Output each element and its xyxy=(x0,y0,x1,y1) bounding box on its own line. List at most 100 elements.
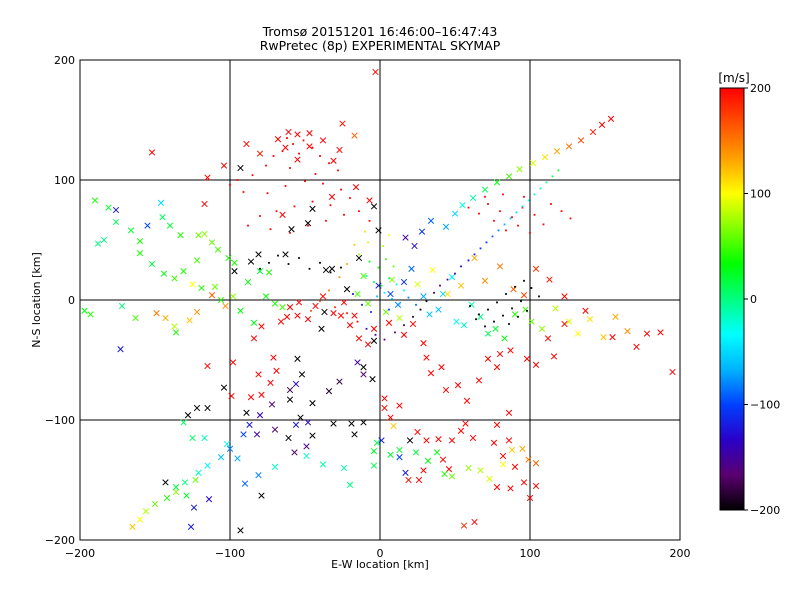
data-point-x xyxy=(390,422,397,430)
data-point-x xyxy=(339,120,346,127)
data-point-x xyxy=(304,220,312,227)
data-point-x xyxy=(529,160,537,167)
data-point-x xyxy=(532,361,540,368)
data-point-dot xyxy=(242,191,245,193)
data-point-x xyxy=(400,278,408,286)
x-tick-label: 0 xyxy=(377,547,384,560)
data-point-dot xyxy=(485,241,488,244)
data-point-dot xyxy=(467,206,470,209)
data-point-dot xyxy=(394,331,396,334)
data-point-x xyxy=(87,311,94,318)
data-point-dot xyxy=(340,188,342,191)
data-point-dot xyxy=(407,296,410,299)
data-point-x xyxy=(486,475,493,482)
data-point-x xyxy=(204,462,211,469)
y-tick-label: −200 xyxy=(45,534,75,547)
data-point-x xyxy=(118,302,126,310)
data-point-x xyxy=(382,308,390,316)
y-tick-label: 100 xyxy=(54,174,75,187)
data-point-dot xyxy=(403,289,405,292)
data-point-x xyxy=(231,268,238,275)
data-point-dot xyxy=(259,215,261,217)
data-point-dot xyxy=(374,333,377,336)
data-point-x xyxy=(396,314,403,322)
data-point-dot xyxy=(358,253,360,256)
data-point-x xyxy=(132,314,139,322)
data-point-dot xyxy=(236,179,239,181)
data-point-x xyxy=(220,384,228,391)
data-point-dot xyxy=(382,245,384,247)
data-point-x xyxy=(396,446,403,454)
data-point-x xyxy=(214,246,222,253)
data-point-dot xyxy=(377,266,380,269)
data-point-dot xyxy=(376,295,378,298)
data-point-x xyxy=(351,312,358,319)
data-point-x xyxy=(172,329,180,336)
data-point-x xyxy=(435,436,442,443)
data-point-x xyxy=(420,293,427,300)
data-point-x xyxy=(387,451,394,458)
data-point-x xyxy=(526,494,534,502)
data-point-dot xyxy=(502,314,504,317)
colorbar-tick-label: 0 xyxy=(750,293,757,306)
data-point-x xyxy=(81,307,88,314)
data-point-x xyxy=(546,276,553,283)
data-point-x xyxy=(112,218,120,226)
data-point-x xyxy=(444,290,451,298)
data-point-x xyxy=(294,312,301,319)
data-point-dot xyxy=(529,231,531,234)
data-point-dot xyxy=(383,338,386,341)
data-point-x xyxy=(271,300,279,307)
data-point-x xyxy=(208,292,216,299)
data-point-x xyxy=(544,335,552,342)
data-point-x xyxy=(250,319,258,326)
data-point-x xyxy=(201,200,208,208)
data-point-x xyxy=(225,254,232,262)
data-point-dot xyxy=(542,223,545,226)
data-point-x xyxy=(505,409,513,416)
data-point-dot xyxy=(310,309,312,312)
data-point-x xyxy=(519,445,526,452)
data-point-x xyxy=(411,242,418,250)
data-point-x xyxy=(448,274,456,281)
data-point-dot xyxy=(505,293,507,295)
data-point-x xyxy=(243,409,250,416)
data-point-x xyxy=(160,270,168,277)
data-point-x xyxy=(351,431,358,438)
data-point-x xyxy=(294,156,301,163)
data-point-x xyxy=(442,223,450,230)
data-point-x xyxy=(117,346,124,353)
data-point-x xyxy=(577,137,585,144)
data-point-x xyxy=(505,173,513,180)
data-point-x xyxy=(157,199,165,206)
data-point-x xyxy=(304,316,312,323)
data-point-x xyxy=(241,480,249,487)
data-point-dot xyxy=(517,315,519,318)
data-point-dot xyxy=(272,155,275,157)
data-point-x xyxy=(220,162,228,169)
data-point-x xyxy=(148,149,156,156)
data-point-x xyxy=(292,380,300,388)
data-point-x xyxy=(532,460,540,467)
data-point-dot xyxy=(298,152,300,155)
data-point-x xyxy=(268,401,276,408)
data-point-dot xyxy=(521,205,524,208)
data-point-x xyxy=(253,431,261,438)
data-point-dot xyxy=(551,175,554,178)
data-point-x xyxy=(183,492,190,499)
data-point-x xyxy=(354,290,361,298)
data-point-dot xyxy=(365,327,368,330)
data-point-dot xyxy=(364,230,366,233)
data-point-x xyxy=(340,299,348,306)
data-point-x xyxy=(511,311,519,318)
data-point-x xyxy=(352,184,360,191)
data-point-x xyxy=(370,337,378,344)
data-point-dot xyxy=(308,267,311,270)
colorbar-tick-label: 100 xyxy=(750,188,771,201)
data-point-dot xyxy=(493,320,495,323)
data-point-x xyxy=(550,353,558,360)
x-axis-label: E-W location [km] xyxy=(331,558,429,571)
data-point-dot xyxy=(289,167,291,169)
